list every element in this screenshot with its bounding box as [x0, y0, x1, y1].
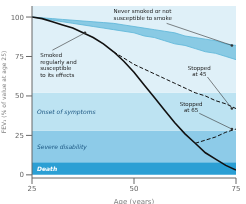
svg-text:Stoppedat 45: Stoppedat 45 — [188, 65, 211, 78]
svg-text:Severe disability: Severe disability — [37, 143, 87, 151]
svg-text:50: 50 — [130, 185, 139, 193]
svg-text:75: 75 — [15, 53, 24, 61]
svg-text:Stoppedat 65: Stoppedat 65 — [180, 101, 203, 114]
svg-text:Death: Death — [37, 165, 57, 172]
svg-text:Smokedregularly andsusceptible: Smokedregularly andsusceptibleto its eff… — [40, 52, 77, 78]
svg-text:25: 25 — [28, 185, 37, 193]
svg-text:25: 25 — [15, 132, 24, 140]
svg-text:Age (years): Age (years) — [114, 198, 155, 204]
svg-text:Onset of symptoms: Onset of symptoms — [37, 108, 96, 116]
svg-text:FEV₁ (% of value at age 25): FEV₁ (% of value at age 25) — [8, 51, 9, 134]
svg-text:75: 75 — [232, 185, 238, 193]
svg-text:0: 0 — [20, 171, 24, 179]
svg-text:100: 100 — [11, 14, 24, 22]
svg-text:Never smoked or notsusceptible: Never smoked or notsusceptible to smoke — [114, 8, 173, 22]
svg-text:50: 50 — [15, 92, 24, 100]
